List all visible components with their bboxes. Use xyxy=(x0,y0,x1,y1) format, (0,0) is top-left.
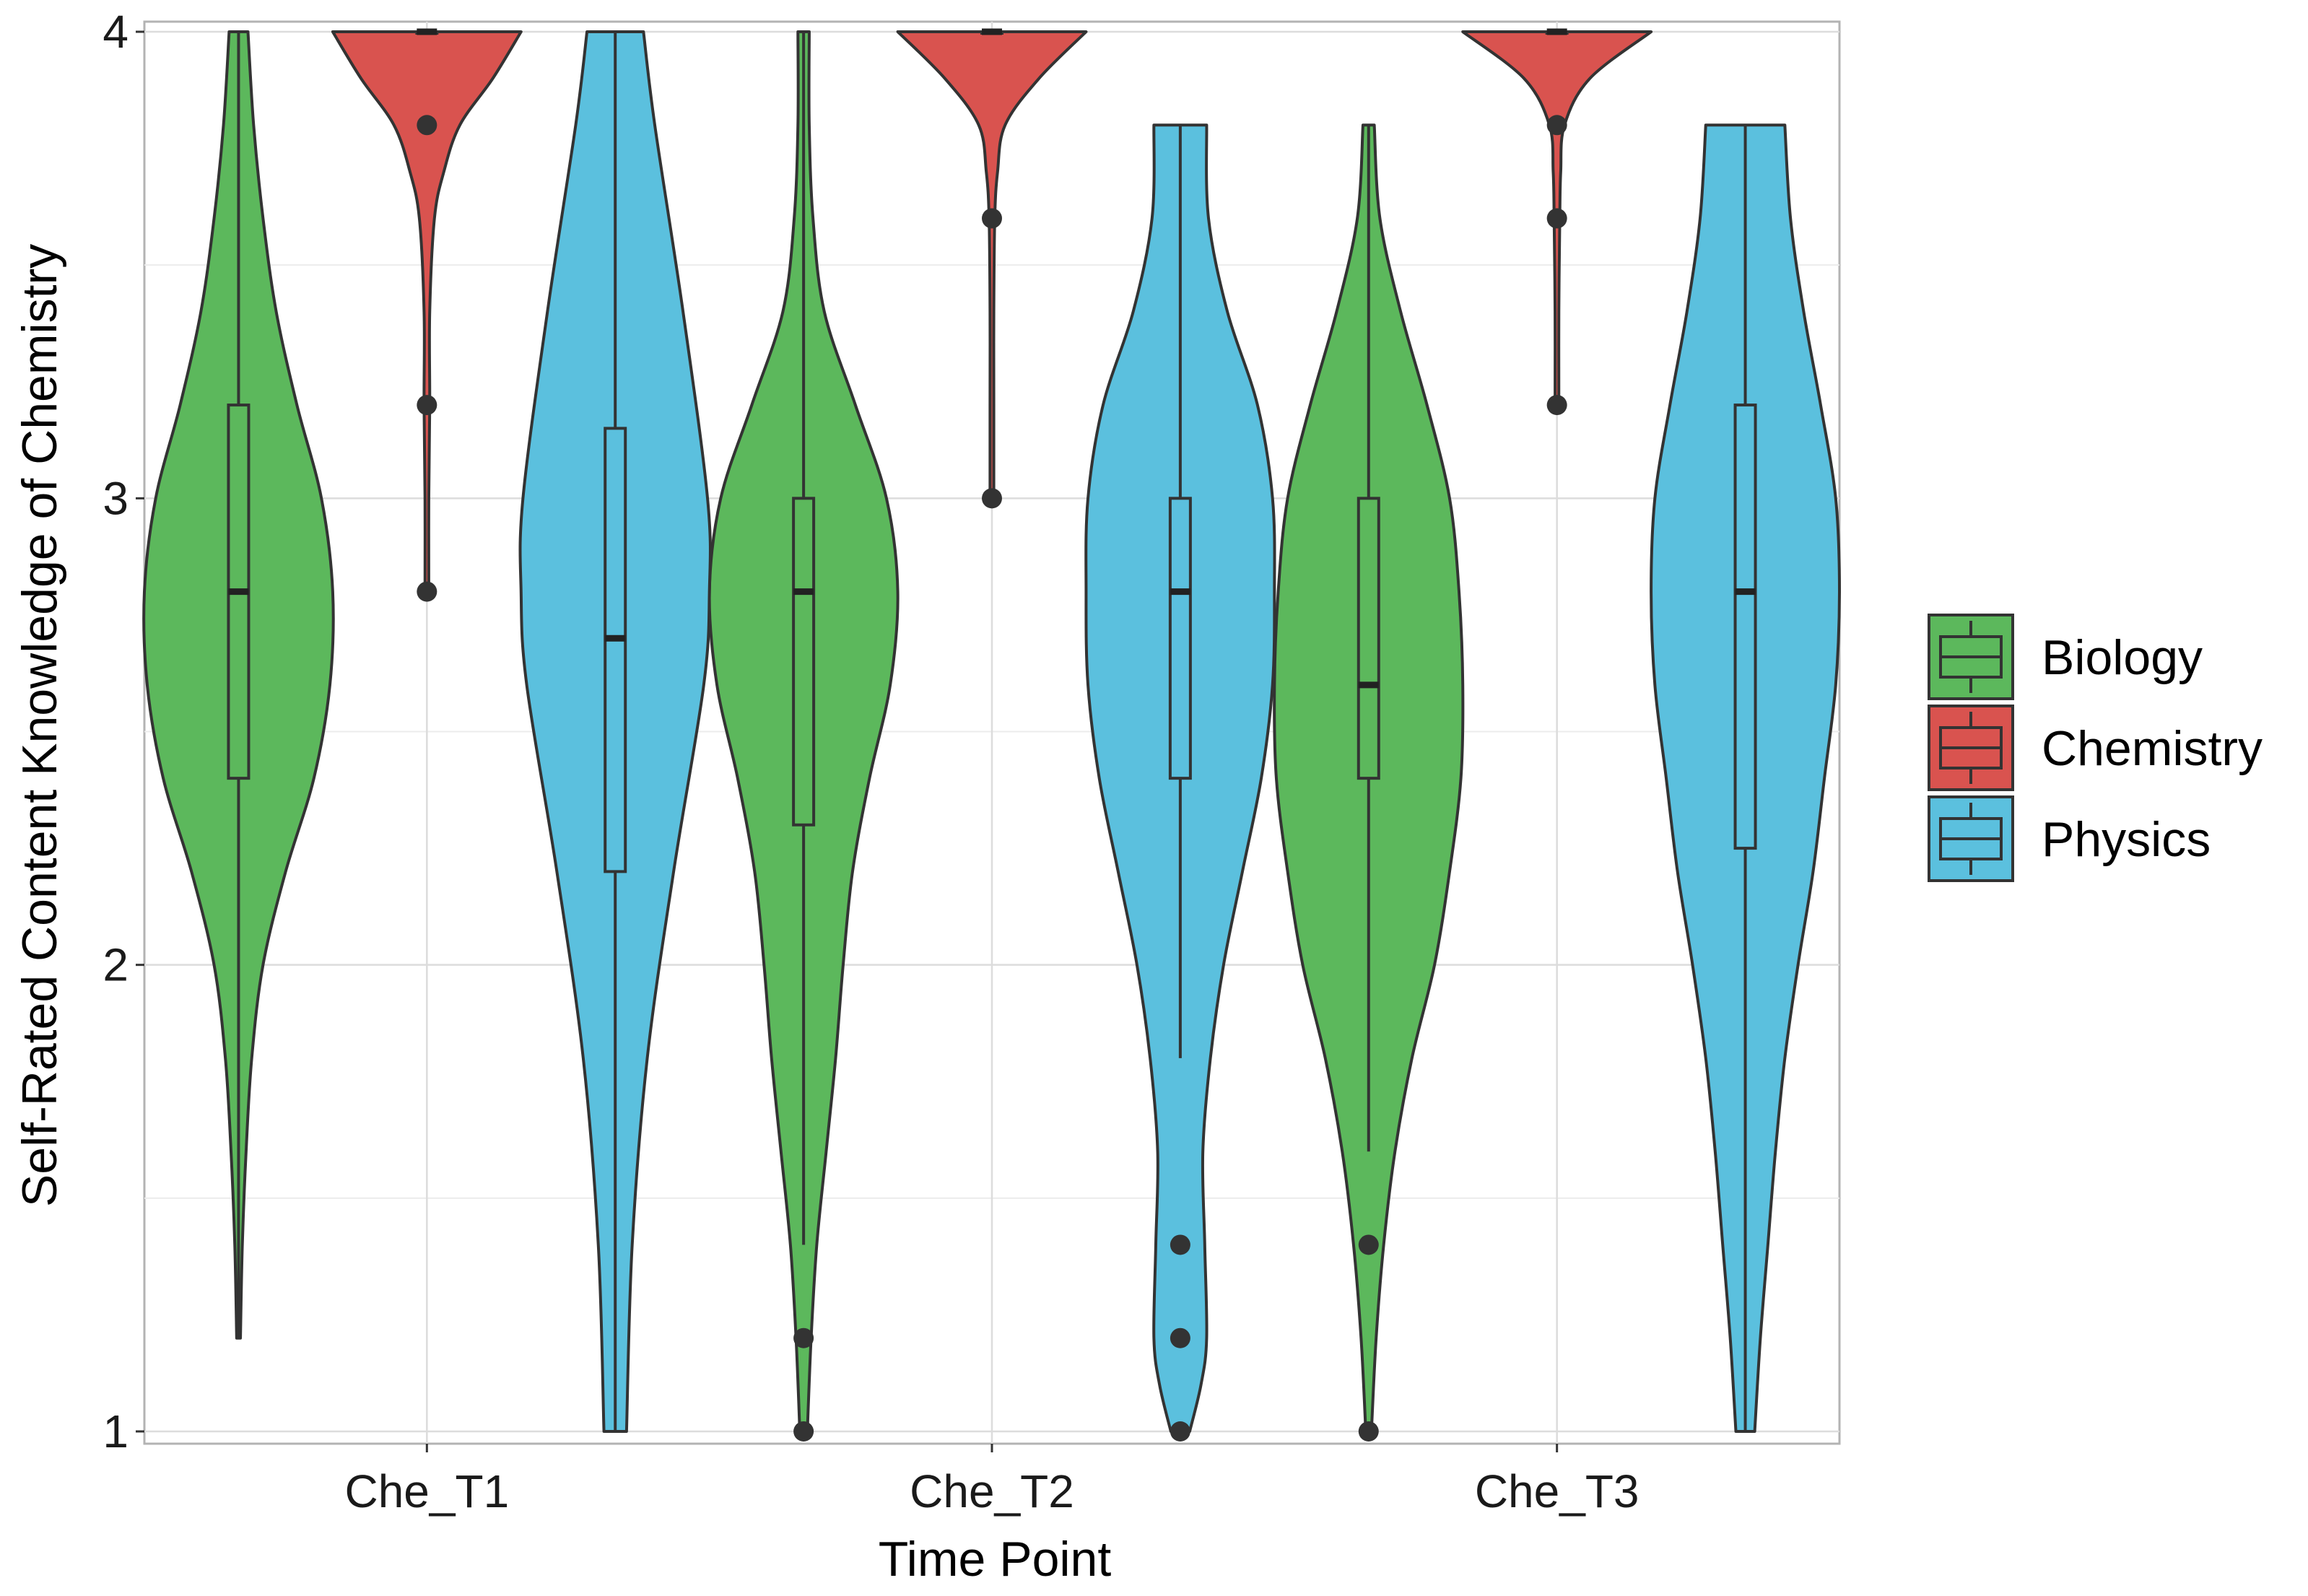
axes: 1 2 3 4 Che_T1 Che_T2 Che_T3 xyxy=(103,6,1639,1517)
outlier-point xyxy=(1358,1234,1379,1255)
legend-item-physics: Physics xyxy=(1928,795,2211,882)
x-tick-label: Che_T3 xyxy=(1475,1465,1639,1517)
legend-label: Biology xyxy=(2042,630,2203,685)
iqr-box xyxy=(792,497,816,827)
outlier-point xyxy=(1546,395,1567,416)
violin-chemistry-che_t1 xyxy=(331,28,523,602)
legend: Biology Chemistry Physics xyxy=(1928,614,2263,882)
outlier-point xyxy=(1546,208,1567,229)
violin-physics-che_t3 xyxy=(1650,123,1841,1433)
violin-chemistry-che_t3 xyxy=(1461,28,1653,416)
outlier-point xyxy=(1358,1421,1379,1442)
violin-physics-che_t2 xyxy=(1084,123,1276,1442)
x-axis-title: Time Point xyxy=(879,1532,1112,1587)
legend-item-biology: Biology xyxy=(1928,614,2203,700)
x-tick-label: Che_T1 xyxy=(344,1465,509,1517)
y-tick-label: 2 xyxy=(103,939,129,991)
violin-chemistry-che_t2 xyxy=(896,28,1088,509)
x-tick-label: Che_T2 xyxy=(910,1465,1074,1517)
iqr-box xyxy=(1733,404,1757,850)
iqr-box xyxy=(604,427,627,873)
y-tick-label: 1 xyxy=(103,1405,129,1457)
violin-biology-che_t3 xyxy=(1273,123,1465,1442)
outlier-point xyxy=(1170,1234,1190,1255)
violin-body xyxy=(896,30,1088,500)
outlier-point xyxy=(1170,1421,1190,1442)
legend-label: Physics xyxy=(2042,812,2211,867)
outlier-point xyxy=(982,488,1002,509)
violin-physics-che_t1 xyxy=(518,30,712,1433)
iqr-box xyxy=(1168,497,1192,780)
violin-biology-che_t2 xyxy=(707,30,900,1442)
outlier-point xyxy=(793,1421,814,1442)
outlier-point xyxy=(982,208,1002,229)
y-tick-label: 3 xyxy=(103,472,129,524)
violins xyxy=(142,28,1841,1442)
outlier-point xyxy=(417,581,437,602)
violin-body xyxy=(331,30,523,593)
outlier-point xyxy=(417,115,437,136)
iqr-box xyxy=(1357,497,1380,780)
legend-label: Chemistry xyxy=(2042,721,2263,776)
outlier-point xyxy=(1546,115,1567,136)
violin-biology-che_t1 xyxy=(142,30,335,1340)
outlier-point xyxy=(793,1327,814,1348)
y-axis-title: Self-Rated Content Knowledge of Chemistr… xyxy=(12,244,67,1207)
outlier-point xyxy=(417,395,437,416)
legend-item-chemistry: Chemistry xyxy=(1928,705,2263,791)
outlier-point xyxy=(1170,1327,1190,1348)
y-tick-label: 4 xyxy=(103,6,129,58)
